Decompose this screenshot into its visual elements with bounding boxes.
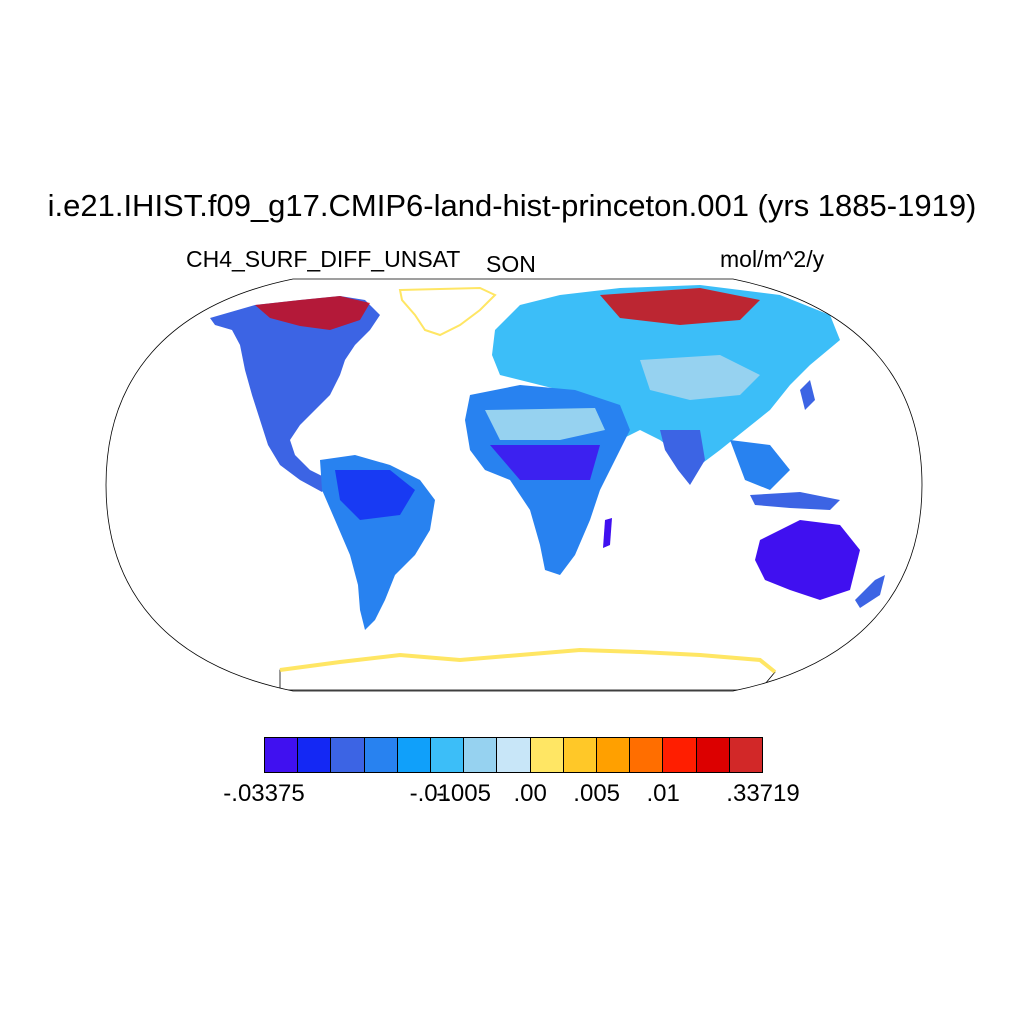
colorbar-segment [696,738,730,772]
central-asia-pale [640,355,760,400]
colorbar-tick-label: -.01 [409,780,452,807]
colorbar-segment [597,738,631,772]
arctic-canada-hotspots [255,296,370,330]
landmass-new-zealand [855,575,885,608]
colorbar-tick-label: .00 [513,780,547,807]
antarctica-coast-band [279,647,777,674]
colorbar-tick-label: .005 [573,780,621,807]
landmass-india [660,430,705,485]
colorbar-segment [364,738,398,772]
landmass-australia [755,520,860,600]
landmass-north-america [210,296,380,492]
colorbar-tick-label: .01 [646,780,680,807]
season-label: SON [486,251,536,277]
landmass-japan [800,380,815,410]
landmass-greenland [399,287,496,336]
siberia-hotspots [600,288,760,325]
colorbar-tick-label: .33719 [726,780,800,807]
colorbar-segment [431,738,465,772]
landmass-southeast-asia [730,440,790,490]
colorbar-segment [530,738,564,772]
colorbar-tick-label: -.03375 [223,780,305,807]
colorbar-segment [331,738,365,772]
greenland-coast [398,286,497,337]
colorbar-segment [630,738,664,772]
sahara-pale [485,408,605,440]
colorbar-segment [663,738,697,772]
colorbar-segment [265,738,299,772]
landmass-madagascar [603,518,612,548]
units-label: mol/m^2/y [720,246,825,272]
plot-title: i.e21.IHIST.f09_g17.CMIP6-land-hist-prin… [47,188,977,223]
colorbar [264,737,763,773]
colorbar-segment [298,738,332,772]
colorbar-segment [729,738,763,772]
central-africa-band [490,445,600,480]
colorbar-tick-label: -.005 [436,780,491,807]
colorbar-segment [397,738,432,772]
variable-label: CH4_SURF_DIFF_UNSAT [186,246,461,272]
amazon-region [335,470,415,520]
colorbar-segment [563,738,598,772]
map-boundary [105,278,923,692]
landmass-indonesia [750,492,840,510]
colorbar-segment [497,738,531,772]
colorbar-segment [464,738,498,772]
